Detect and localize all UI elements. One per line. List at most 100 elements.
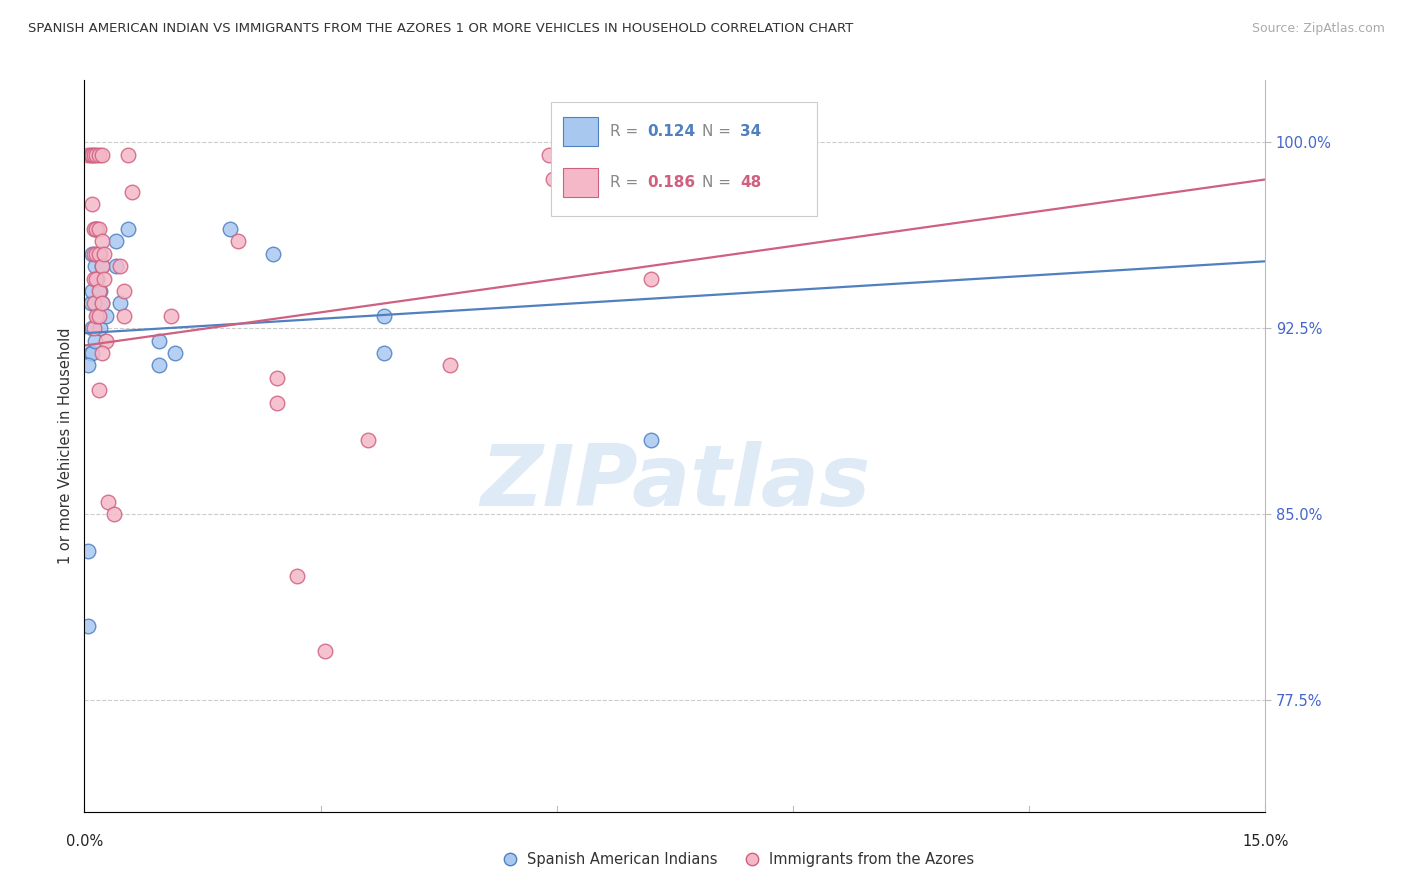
Point	[103, 507, 125, 521]
Bar	[562, 168, 598, 197]
Point	[148, 334, 170, 348]
Point	[86, 222, 108, 236]
Point	[79, 296, 101, 310]
Point	[89, 321, 111, 335]
Point	[91, 259, 114, 273]
Text: 48: 48	[740, 175, 761, 190]
Point	[87, 147, 110, 161]
Point	[266, 395, 288, 409]
Point	[82, 247, 104, 261]
Point	[104, 259, 127, 273]
Point	[117, 147, 139, 161]
Text: Spanish American Indians: Spanish American Indians	[527, 852, 717, 867]
Point	[89, 284, 111, 298]
Point	[163, 346, 186, 360]
Point	[82, 147, 104, 161]
Point	[112, 284, 135, 298]
Point	[89, 247, 111, 261]
Point	[83, 296, 105, 310]
Point	[87, 383, 110, 397]
Point	[112, 309, 135, 323]
Text: R =: R =	[610, 124, 643, 139]
Point	[90, 346, 112, 360]
Point	[82, 284, 104, 298]
Text: Source: ZipAtlas.com: Source: ZipAtlas.com	[1251, 22, 1385, 36]
Point	[77, 544, 100, 558]
Point	[90, 259, 112, 273]
Point	[84, 309, 107, 323]
Point	[77, 147, 100, 161]
Y-axis label: 1 or more Vehicles in Household: 1 or more Vehicles in Household	[58, 327, 73, 565]
Point	[83, 247, 105, 261]
Point	[86, 271, 108, 285]
Point	[373, 346, 395, 360]
Text: N =: N =	[702, 175, 735, 190]
Text: 15.0%: 15.0%	[1243, 834, 1288, 849]
Text: Immigrants from the Azores: Immigrants from the Azores	[769, 852, 974, 867]
Point	[117, 222, 139, 236]
Point	[83, 271, 105, 285]
Point	[83, 259, 105, 273]
Point	[77, 619, 100, 633]
Point	[82, 197, 104, 211]
Point	[83, 321, 105, 335]
Point	[83, 334, 105, 348]
Point	[537, 147, 560, 161]
Text: 0.0%: 0.0%	[66, 834, 103, 849]
Point	[121, 185, 143, 199]
Point	[104, 235, 127, 249]
Point	[108, 296, 131, 310]
Point	[84, 271, 107, 285]
Point	[82, 346, 104, 360]
Point	[87, 247, 110, 261]
Point	[77, 359, 100, 373]
Point	[91, 296, 114, 310]
FancyBboxPatch shape	[551, 103, 817, 216]
Point	[219, 222, 242, 236]
Point	[314, 643, 336, 657]
Point	[83, 222, 105, 236]
Point	[87, 284, 110, 298]
Point	[541, 172, 564, 186]
Point	[84, 222, 107, 236]
Point	[90, 147, 112, 161]
Point	[90, 296, 112, 310]
Point	[83, 222, 105, 236]
Point	[84, 147, 107, 161]
Text: N =: N =	[702, 124, 735, 139]
Point	[86, 309, 108, 323]
Point	[640, 271, 662, 285]
Point	[93, 271, 115, 285]
Point	[357, 433, 380, 447]
Point	[93, 247, 115, 261]
Text: R =: R =	[610, 175, 643, 190]
Point	[640, 433, 662, 447]
Point	[373, 309, 395, 323]
Text: 0.186: 0.186	[648, 175, 696, 190]
Bar	[562, 117, 598, 146]
Point	[79, 346, 101, 360]
Point	[96, 334, 118, 348]
Point	[84, 247, 107, 261]
Point	[90, 235, 112, 249]
Point	[82, 321, 104, 335]
Text: 0.124: 0.124	[648, 124, 696, 139]
Point	[262, 247, 284, 261]
Point	[83, 147, 105, 161]
Point	[266, 371, 288, 385]
Point	[87, 222, 110, 236]
Point	[285, 569, 308, 583]
Text: ZIPatlas: ZIPatlas	[479, 441, 870, 524]
Text: 34: 34	[740, 124, 761, 139]
Point	[96, 309, 118, 323]
Point	[87, 309, 110, 323]
Point	[148, 359, 170, 373]
Point	[108, 259, 131, 273]
Point	[97, 495, 120, 509]
Text: SPANISH AMERICAN INDIAN VS IMMIGRANTS FROM THE AZORES 1 OR MORE VEHICLES IN HOUS: SPANISH AMERICAN INDIAN VS IMMIGRANTS FR…	[28, 22, 853, 36]
Point	[79, 147, 101, 161]
Point	[439, 359, 461, 373]
Point	[83, 296, 105, 310]
Point	[226, 235, 249, 249]
Point	[160, 309, 183, 323]
